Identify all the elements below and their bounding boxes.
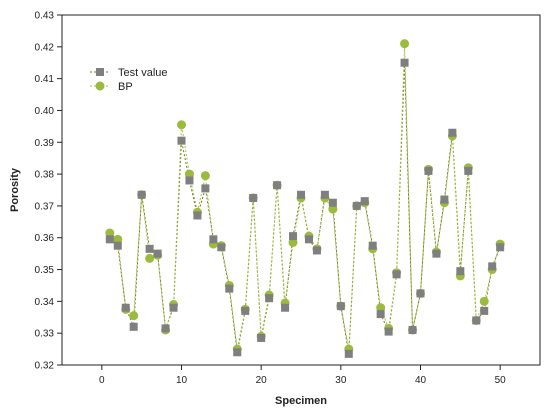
- y-tick-label: 0.36: [35, 233, 55, 244]
- y-tick-label: 0.41: [35, 74, 55, 85]
- y-tick-label: 0.33: [35, 329, 55, 340]
- y-tick-label: 0.37: [35, 201, 55, 212]
- x-tick-label: 0: [99, 375, 105, 386]
- test-value-point: [320, 190, 329, 199]
- test-value-point: [225, 284, 234, 293]
- test-value-point: [193, 211, 202, 220]
- legend-label: Test value: [118, 67, 168, 79]
- test-value-point: [201, 184, 210, 193]
- test-value-point: [289, 232, 298, 241]
- test-value-point: [185, 176, 194, 185]
- test-value-point: [129, 322, 138, 331]
- y-tick-label: 0.43: [35, 11, 55, 22]
- test-value-point: [456, 267, 465, 276]
- bp-point: [113, 234, 123, 244]
- x-tick-label: 30: [335, 375, 347, 386]
- test-value-point: [145, 244, 154, 253]
- test-value-point: [137, 190, 146, 199]
- test-value-point: [265, 294, 274, 303]
- test-value-point: [472, 316, 481, 325]
- test-value-point: [400, 58, 409, 67]
- bp-point: [184, 169, 194, 179]
- test-value-point: [448, 128, 457, 137]
- test-value-point: [432, 249, 441, 258]
- test-value-point: [360, 197, 369, 206]
- test-value-point: [209, 235, 218, 244]
- test-value-point: [273, 181, 282, 190]
- y-tick-label: 0.38: [35, 170, 55, 181]
- bp-point: [328, 204, 338, 214]
- y-tick-label: 0.35: [35, 265, 55, 276]
- test-value-point: [105, 235, 114, 244]
- test-value-point: [217, 243, 226, 252]
- x-tick-label: 40: [415, 375, 427, 386]
- test-value-point: [169, 303, 178, 312]
- y-tick-label: 0.34: [35, 297, 55, 308]
- test-value-point: [496, 243, 505, 252]
- test-value-point: [488, 262, 497, 271]
- test-value-point: [440, 195, 449, 204]
- test-value-point: [249, 193, 258, 202]
- test-value-point: [480, 306, 489, 315]
- test-value-point: [336, 302, 345, 311]
- series-lines: [109, 43, 501, 354]
- bp-point: [288, 238, 298, 247]
- legend: Test value BP: [90, 67, 168, 93]
- y-tick-label: 0.32: [35, 361, 55, 372]
- x-tick-label: 50: [495, 375, 507, 386]
- y-tick-label: 0.40: [35, 106, 55, 117]
- plot-border: [61, 14, 541, 366]
- x-tick-label: 20: [256, 375, 268, 386]
- x-tick-label: 10: [176, 375, 188, 386]
- x-axis: 0 10 20 30 40 50: [99, 365, 506, 386]
- bp-point: [400, 39, 410, 49]
- test-value-point: [376, 310, 385, 319]
- bp-point: [200, 171, 210, 181]
- test-value-point: [352, 201, 361, 210]
- plot-frame: [61, 14, 541, 366]
- test-value-point: [257, 333, 266, 342]
- y-axis: 0.32 0.33 0.34 0.35 0.36 0.37 0.38 0.39 0.40 0.41…: [35, 11, 62, 372]
- test-value-point: [344, 349, 353, 358]
- test-value-point: [384, 327, 393, 336]
- test-value-point: [281, 303, 290, 312]
- test-value-point: [297, 190, 305, 199]
- y-tick-label: 0.39: [35, 138, 55, 149]
- test-value-point: [464, 166, 473, 175]
- test-value-point: [304, 235, 313, 244]
- legend-label: BP: [118, 81, 133, 93]
- test-value-point: [312, 246, 321, 255]
- bp-point: [105, 228, 115, 238]
- test-value-point: [408, 326, 417, 334]
- series-markers: [105, 39, 505, 358]
- test-value-point: [416, 289, 425, 298]
- bp-point: [129, 311, 139, 321]
- test-value-point: [241, 306, 250, 315]
- test-value-point: [328, 198, 337, 207]
- test-value-point: [233, 348, 242, 357]
- legend-circle-marker: [95, 81, 105, 91]
- y-tick-label: 0.42: [35, 42, 55, 53]
- test-value-point: [368, 241, 377, 250]
- test-value-point: [392, 270, 401, 279]
- bp-point: [177, 120, 186, 130]
- test-value-point: [153, 249, 162, 258]
- y-axis-label: Porosity: [9, 167, 21, 212]
- bp-point: [376, 303, 386, 313]
- test-value-point: [121, 303, 130, 312]
- bp-point: [479, 296, 489, 306]
- test-value-point: [424, 166, 433, 175]
- series-line-1: [109, 62, 501, 354]
- legend-square-marker: [96, 68, 104, 76]
- x-axis-label: Specimen: [275, 395, 327, 407]
- series-line-2: [109, 43, 501, 350]
- bp-point: [145, 253, 155, 263]
- test-value-point: [113, 241, 122, 250]
- test-value-point: [177, 136, 186, 145]
- test-value-point: [161, 324, 170, 333]
